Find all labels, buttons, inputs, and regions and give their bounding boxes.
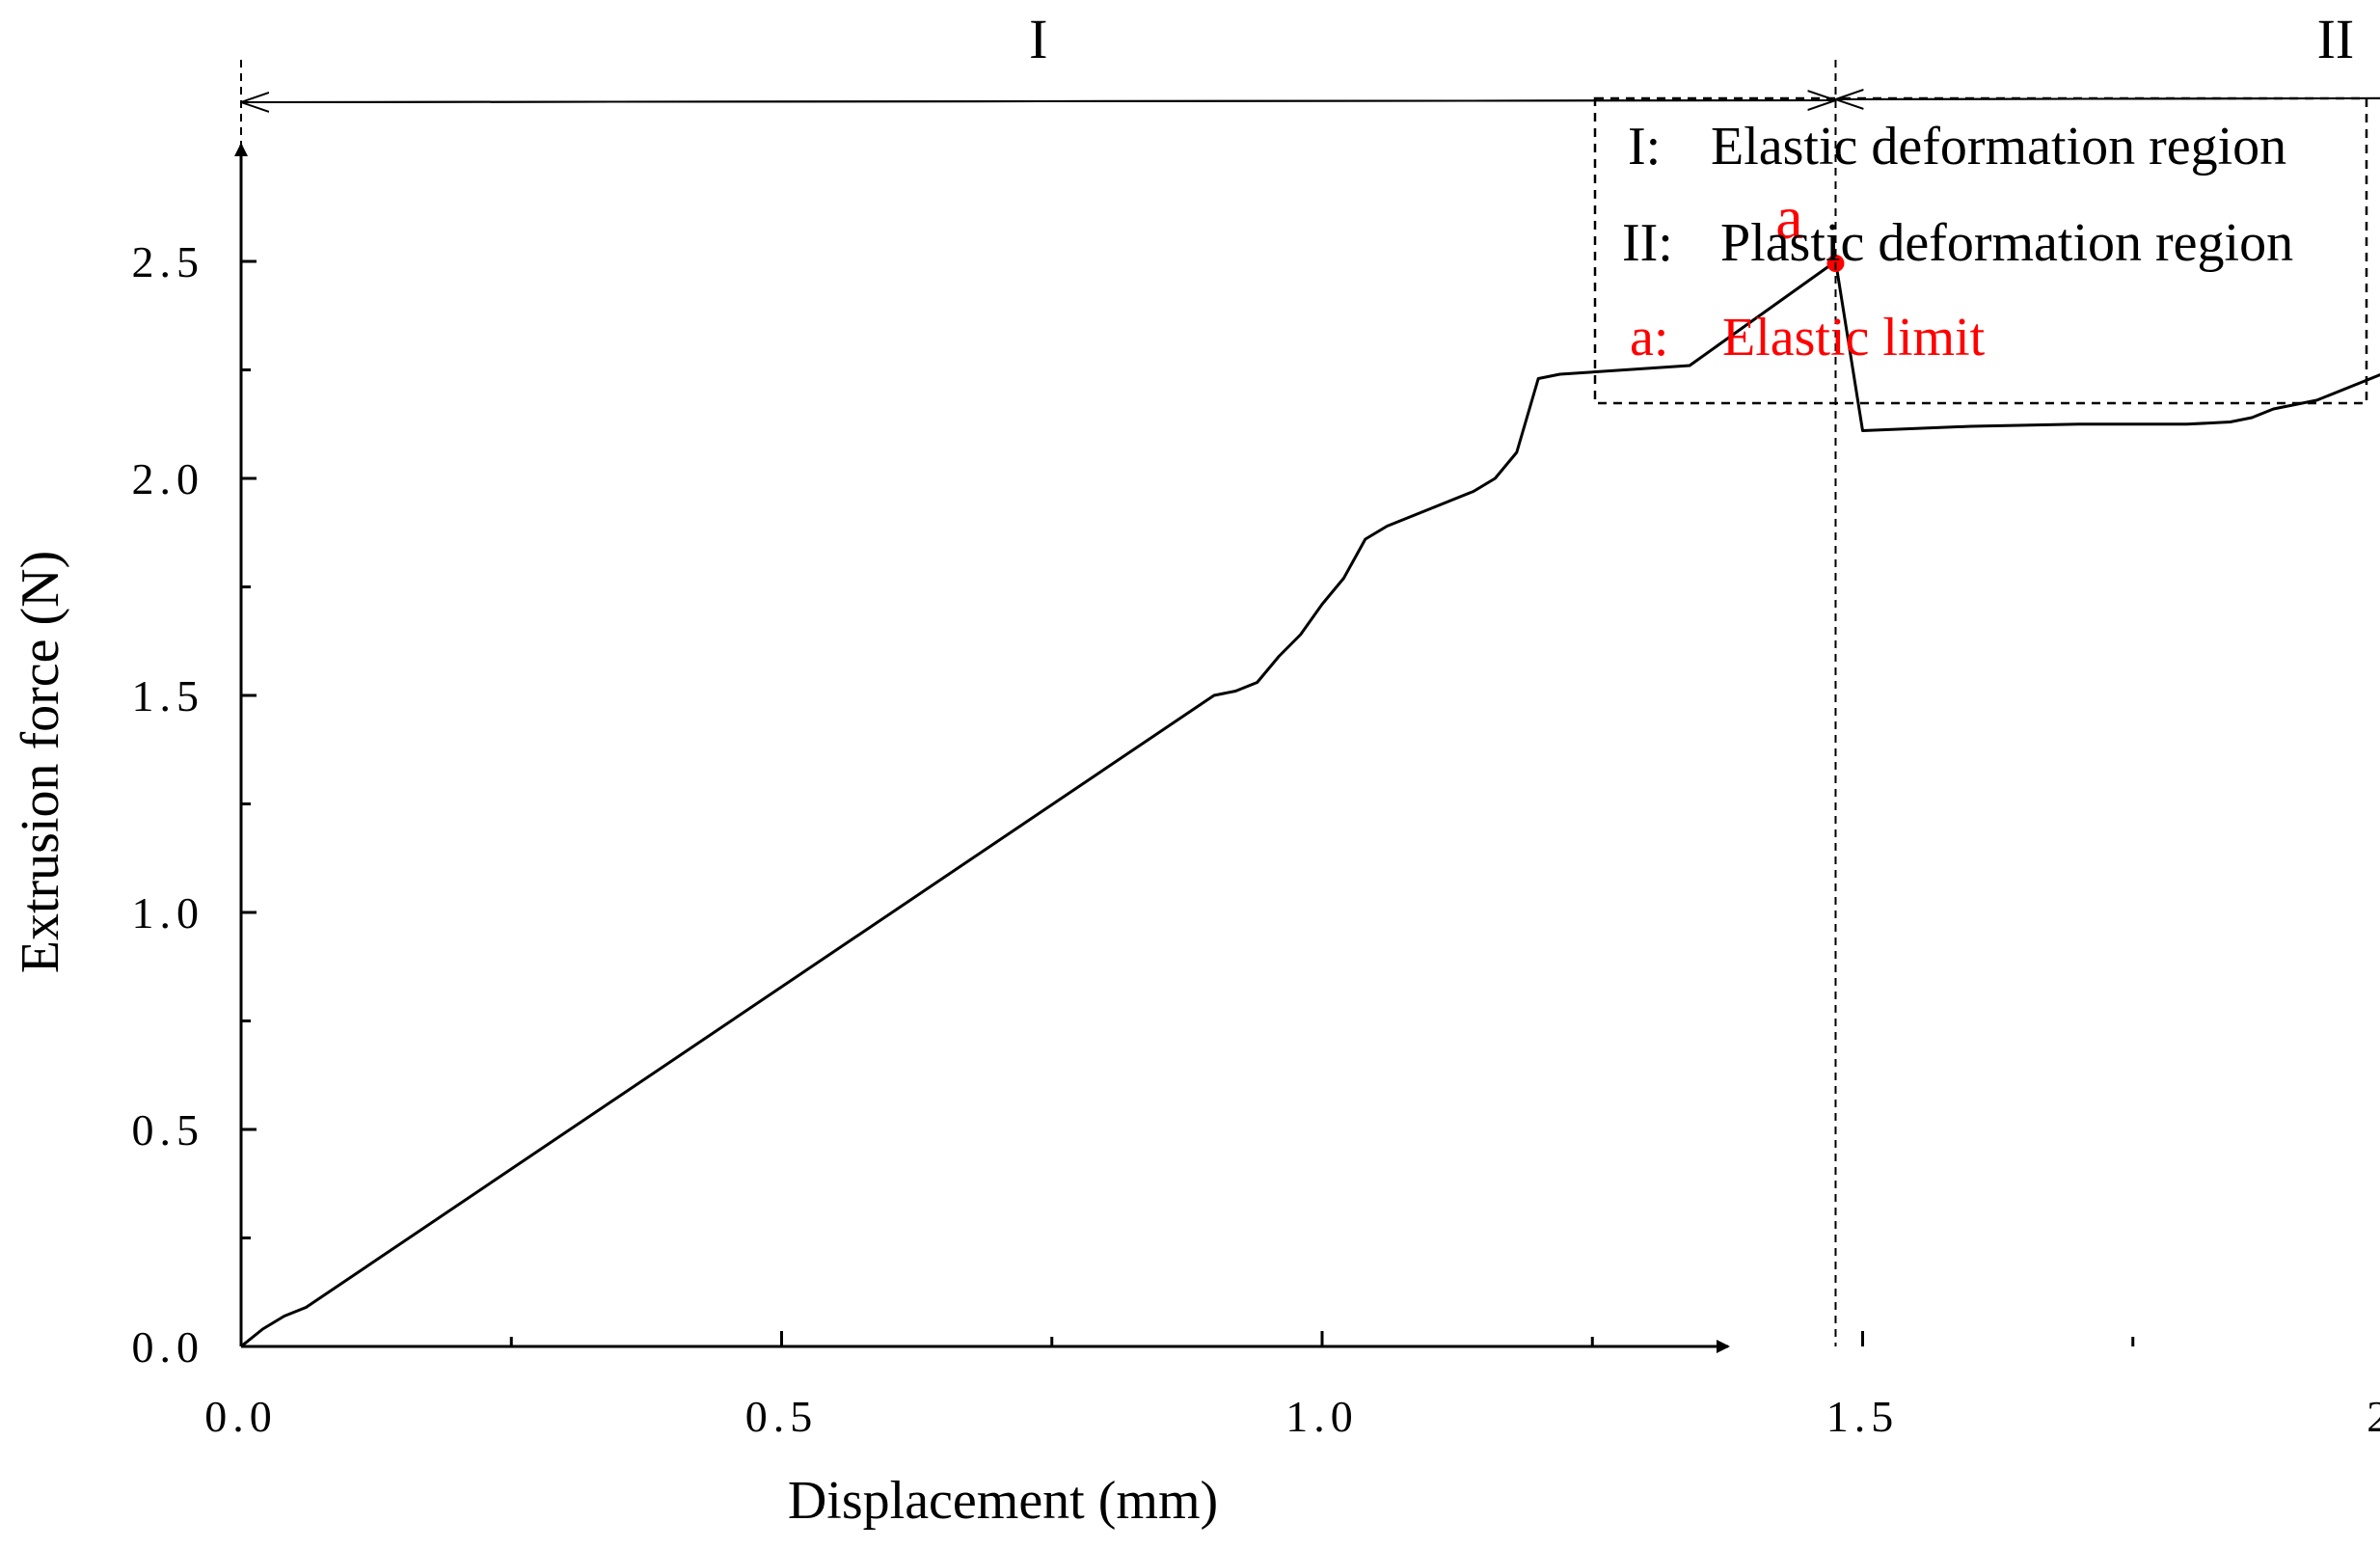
x-axis-title: Displacement (mm) [788, 1471, 1218, 1531]
y-tick-label: 0.0 [132, 1322, 205, 1372]
y-tick-label: 0.5 [132, 1105, 205, 1155]
legend-entry-text: Elastic deformation region [1711, 117, 2286, 177]
x-tick-label: 0.5 [745, 1392, 819, 1441]
legend-key: I: [1628, 117, 1661, 177]
region-label-1: I [1029, 8, 1047, 70]
y-tick-label: 2.0 [132, 454, 205, 503]
legend-box [1593, 96, 2368, 405]
y-tick-label: 2.5 [132, 237, 205, 286]
x-tick-label: 0.0 [204, 1392, 278, 1441]
y-tick-label: 1.0 [132, 888, 205, 938]
x-tick-label: 1.0 [1285, 1392, 1359, 1441]
x-tick-label: 2.0 [2366, 1392, 2380, 1441]
x-tick-label: 1.5 [1826, 1392, 1900, 1441]
region-arrow-right [240, 100, 1835, 102]
series-line [240, 259, 2380, 1348]
region-label-2: II [2317, 8, 2355, 70]
legend-entry-text: Elastic limit [1722, 308, 1986, 367]
elastic-limit-label: a [1775, 183, 1802, 252]
legend-entry-text: Plastic deformation region [1720, 213, 2293, 273]
y-tick-label: 1.5 [132, 671, 205, 720]
axes: 0.00.51.01.52.02.50.00.51.01.52.02.5Disp… [11, 143, 2380, 1531]
region-markers: I II [241, 8, 2380, 1346]
plot-area: a [240, 183, 2380, 1348]
legend-key: II: [1622, 213, 1673, 273]
y-axis-title: Extrusion force (N) [11, 551, 70, 974]
legend: I: Elastic deformation region II: Plastic d… [1593, 96, 2368, 405]
legend-key: a: [1630, 308, 1668, 367]
